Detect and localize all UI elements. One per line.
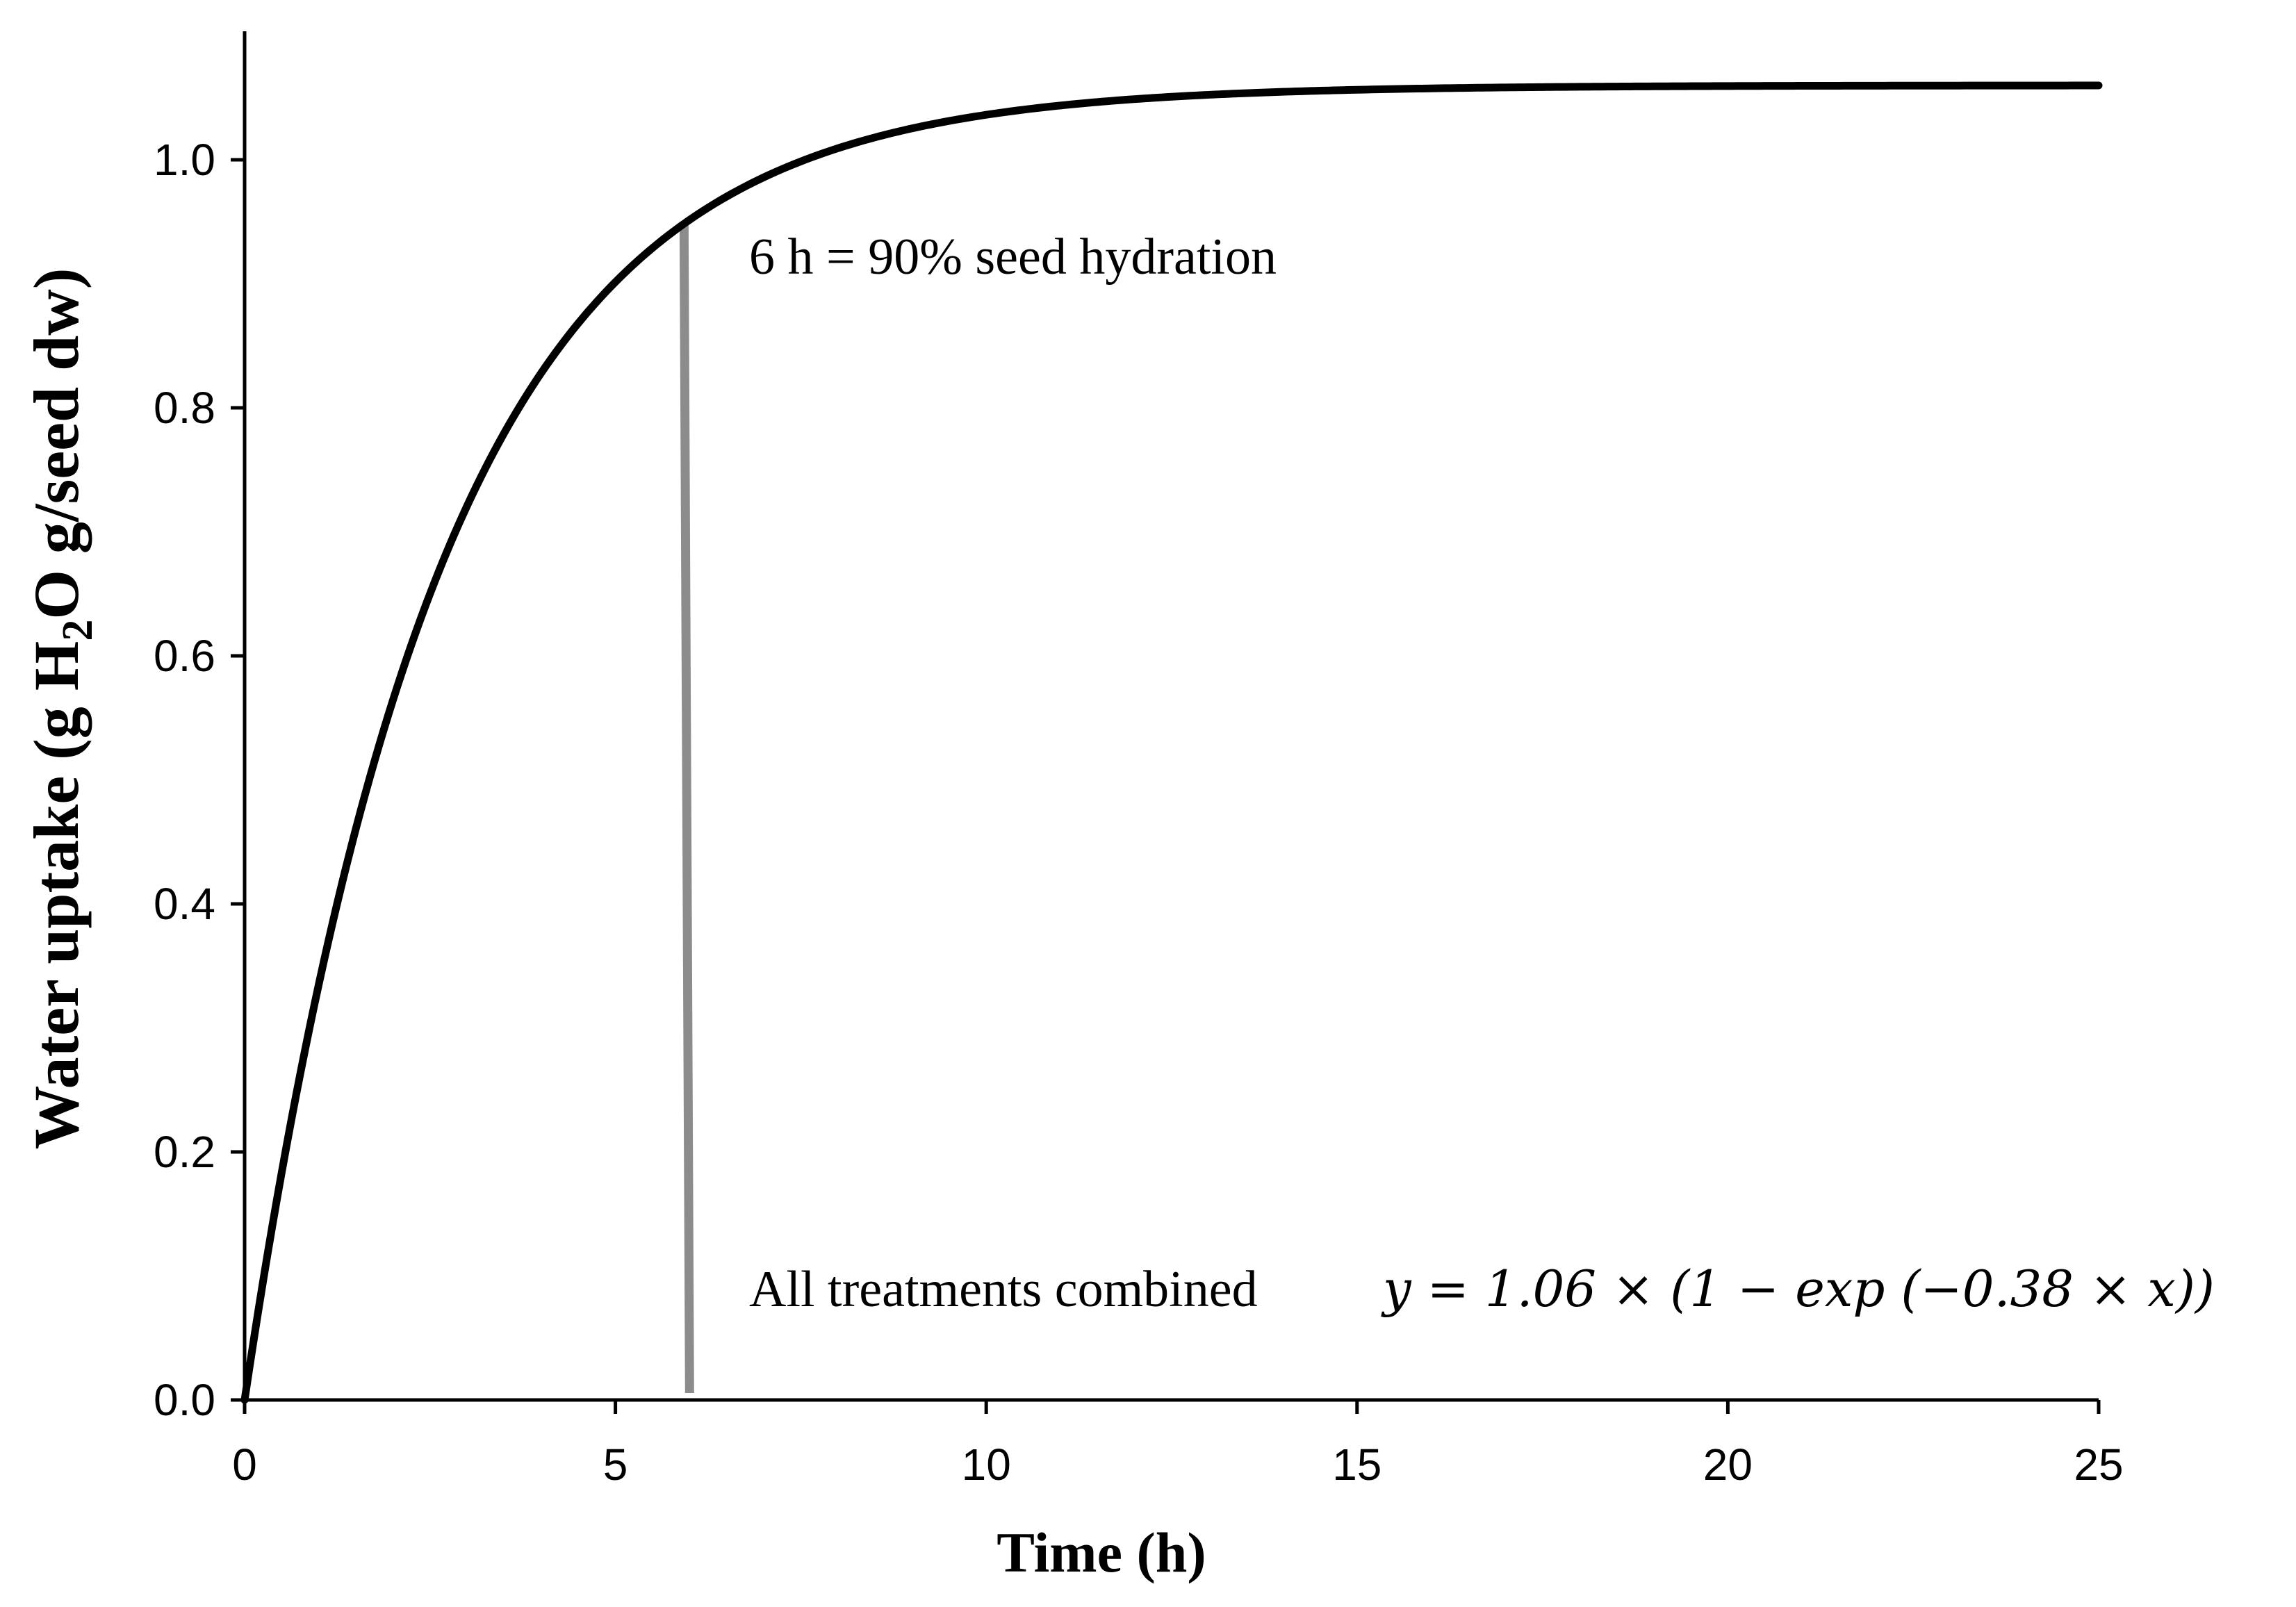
x-tick-label: 10 <box>962 1440 1011 1490</box>
y-axis-title: Water uptake (g H2O g/seed dw) <box>21 268 101 1150</box>
y-axis-ticks: 0.0 0.2 0.4 0.6 0.8 1.0 <box>154 135 245 1425</box>
y-axis-title-sub: 2 <box>54 620 101 641</box>
series-line-all-treatments <box>240 81 2103 1404</box>
plot-area: 0.0 0.2 0.4 0.6 0.8 1.0 0 5 10 15 20 25 <box>154 31 2124 1490</box>
hydration-annotation: 6 h = 90% seed hydration <box>749 229 1277 286</box>
y-tick-label: 1.0 <box>154 135 215 185</box>
y-tick-label: 0.8 <box>154 383 215 433</box>
x-axis-title: Time (h) <box>997 1521 1206 1584</box>
x-tick-label: 20 <box>1703 1440 1753 1490</box>
x-tick-label: 15 <box>1332 1440 1381 1490</box>
equation-label: y = 1.06 × (1 − exp (−0.38 × x)) <box>1381 1260 2215 1318</box>
y-tick-label: 0.6 <box>154 631 215 681</box>
y-tick-label: 0.2 <box>154 1127 215 1177</box>
x-tick-label: 0 <box>232 1440 257 1490</box>
y-axis-title-pre: Water uptake (g H <box>21 641 92 1150</box>
x-tick-label: 25 <box>2074 1440 2123 1490</box>
y-tick-label: 0.4 <box>154 879 215 929</box>
y-tick-label: 0.0 <box>154 1375 215 1425</box>
x-tick-label: 5 <box>603 1440 628 1490</box>
combined-label: All treatments combined <box>749 1261 1258 1318</box>
x-axis-ticks: 0 5 10 15 20 25 <box>232 1400 2124 1490</box>
y-axis-title-post: O g/seed dw) <box>21 268 92 620</box>
hydration-marker-line <box>679 222 694 1394</box>
